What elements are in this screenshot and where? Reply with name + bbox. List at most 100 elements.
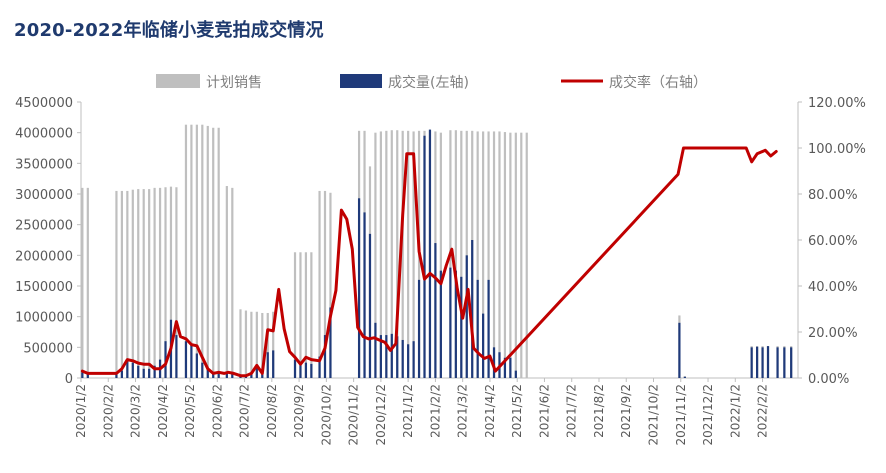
- volume-bar: [434, 243, 437, 378]
- volume-bar: [126, 359, 129, 378]
- volume-bar: [357, 198, 361, 378]
- y-left-tick-label: 1000000: [15, 311, 73, 326]
- planned-sales-bar: [169, 186, 173, 378]
- x-tick-label: 2020/12/2: [374, 384, 388, 446]
- x-tick-label: 2021/2/2: [428, 384, 442, 438]
- planned-sales-bar: [465, 130, 468, 378]
- volume-bar: [379, 335, 382, 378]
- volume-bar: [476, 279, 479, 378]
- volume-bar: [449, 267, 452, 378]
- volume-bar: [293, 359, 297, 378]
- volume-bar: [304, 362, 308, 378]
- planned-sales-bar: [503, 132, 507, 378]
- volume-bar: [503, 357, 507, 378]
- planned-sales-bar: [407, 130, 410, 378]
- x-tick-label: 2021/1/2: [401, 384, 415, 438]
- legend-swatch-planned: [156, 74, 200, 88]
- planned-sales-bar: [120, 190, 123, 378]
- planned-sales-bar: [266, 312, 269, 378]
- planned-sales-bar: [158, 187, 162, 378]
- volume-bar: [460, 276, 463, 378]
- legend-swatch-volume: [340, 74, 382, 88]
- planned-sales-bar: [272, 311, 275, 378]
- volume-bar: [363, 212, 366, 378]
- volume-bar: [407, 344, 410, 378]
- planned-sales-bar: [385, 130, 388, 378]
- planned-sales-bar: [212, 127, 215, 378]
- x-tick-label: 2021/10/2: [647, 384, 661, 446]
- x-tick-label: 2021/12/2: [701, 384, 715, 446]
- rate-line-group: [80, 146, 778, 378]
- planned-sales-bar: [86, 187, 89, 378]
- planned-sales-bar: [492, 131, 496, 378]
- x-tick-label: 2022/1/2: [728, 384, 742, 438]
- x-tick-label: 2021/5/2: [510, 384, 524, 438]
- volume-bar: [201, 362, 204, 378]
- planned-sales-bar: [374, 132, 377, 378]
- planned-sales-bar: [390, 130, 393, 378]
- x-tick-label: 2020/8/2: [265, 384, 279, 438]
- y-right-tick-label: 40.00%: [808, 280, 858, 295]
- volume-bar: [390, 333, 393, 378]
- x-tick-label: 2020/9/2: [292, 384, 306, 438]
- y-left-tick-label: 1500000: [15, 280, 73, 295]
- volume-bar: [272, 350, 275, 378]
- volume-bar: [184, 341, 188, 378]
- volume-bar: [428, 129, 432, 378]
- planned-sales-bar: [217, 127, 220, 378]
- volume-bar: [412, 341, 415, 378]
- planned-sales-bar: [184, 124, 188, 379]
- volume-bar: [261, 371, 264, 378]
- volume-bar: [766, 346, 770, 378]
- planned-sales-bar: [153, 187, 156, 378]
- volume-bar: [131, 362, 134, 378]
- x-tick-label: 2020/3/2: [129, 384, 143, 438]
- volume-bar: [115, 373, 118, 378]
- y-left-tick-label: 4500000: [15, 96, 73, 111]
- x-tick-label: 2020/1/2: [74, 384, 88, 438]
- volume-bar: [396, 336, 399, 378]
- volume-bar: [776, 347, 779, 378]
- planned-sales-bar: [195, 124, 198, 379]
- volume-bar: [750, 347, 753, 378]
- planned-sales-bar: [239, 309, 242, 378]
- volume-bar: [323, 335, 327, 378]
- volume-bar: [195, 353, 198, 378]
- x-tick-label: 2021/4/2: [483, 384, 497, 438]
- planned-sales-bar: [412, 131, 415, 378]
- volume-bar: [329, 307, 332, 378]
- planned-sales-bar: [509, 132, 512, 378]
- planned-sales-bar: [439, 132, 442, 378]
- volume-bar: [471, 240, 474, 378]
- x-tick-label: 2021/8/2: [592, 384, 606, 438]
- y-right-tick-label: 60.00%: [808, 234, 858, 249]
- x-tick-label: 2021/9/2: [619, 384, 633, 438]
- planned-sales-bar: [299, 252, 302, 378]
- volume-bar: [465, 255, 468, 378]
- volume-bar: [454, 270, 457, 378]
- x-tick-label: 2020/6/2: [210, 384, 224, 438]
- planned-sales-bar: [476, 131, 479, 378]
- legend: 计划销售 成交量(左轴) 成交率（右轴）: [156, 74, 707, 91]
- y-left-tick-label: 3000000: [15, 188, 73, 203]
- x-tick-label: 2020/4/2: [156, 384, 170, 438]
- volume-bar: [683, 376, 686, 378]
- volume-bar: [482, 313, 485, 378]
- planned-sales-bar: [310, 252, 313, 378]
- volume-bar: [374, 322, 377, 378]
- y-left-tick-label: 3500000: [15, 157, 73, 172]
- y-right-tick-label: 120.00%: [808, 96, 866, 111]
- x-tick-label: 2022/2/2: [756, 384, 770, 438]
- volume-bar: [266, 352, 269, 378]
- planned-sales-bar: [520, 132, 523, 378]
- planned-sales-bar: [293, 252, 297, 378]
- planned-sales-bar: [244, 310, 248, 378]
- legend-label-rate: 成交率（右轴）: [609, 74, 707, 91]
- y-left-tick-label: 4000000: [15, 127, 73, 142]
- y-left-tick-label: 500000: [23, 341, 73, 356]
- volume-bar: [401, 339, 404, 378]
- planned-sales-bar: [329, 192, 332, 378]
- x-tick-label: 2020/10/2: [319, 384, 333, 446]
